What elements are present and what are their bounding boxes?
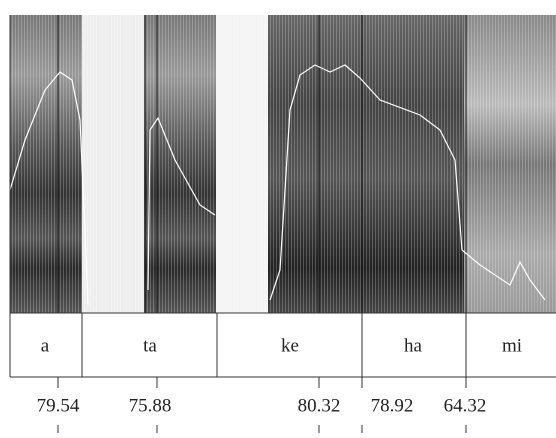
measurement-tier: 79.54 75.88 80.32 78.92 64.32 — [37, 377, 487, 433]
tier-frame — [9, 15, 556, 378]
segment-label: a — [41, 335, 50, 356]
measurement-label: 78.92 — [371, 395, 414, 416]
segment-tier: a ta ke ha mi — [41, 313, 522, 377]
segment-label: ke — [281, 335, 299, 356]
measurement-label: 80.32 — [298, 395, 341, 416]
measurement-label: 64.32 — [444, 395, 487, 416]
segment-label: ha — [404, 335, 423, 356]
segment-label: mi — [502, 335, 522, 356]
measurement-label: 75.88 — [129, 395, 172, 416]
measurement-label: 79.54 — [37, 395, 80, 416]
spectrogram — [9, 15, 556, 313]
segment-label: ta — [143, 335, 157, 356]
